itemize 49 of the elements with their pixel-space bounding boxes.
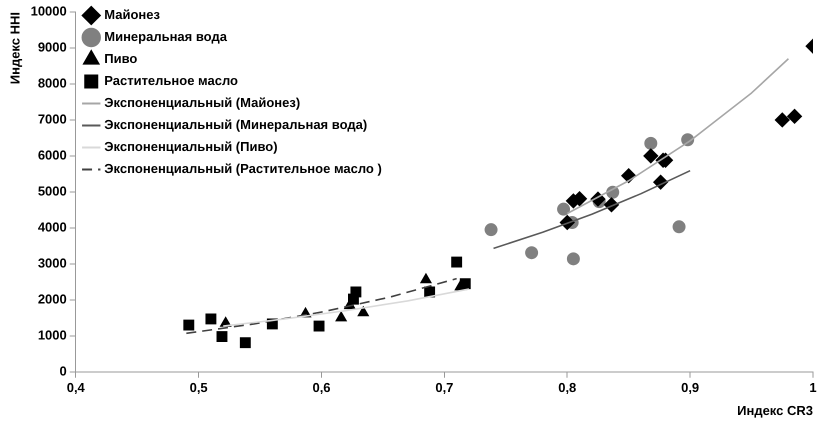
- y-tick-label: 6000: [38, 148, 67, 162]
- point: [358, 306, 369, 316]
- line-series: [186, 278, 458, 334]
- y-tick-label: 4000: [38, 219, 67, 234]
- point: [216, 331, 228, 342]
- y-tick-label: 10000: [30, 4, 67, 19]
- point: [672, 220, 686, 234]
- point: [335, 311, 347, 322]
- legend-label: Растительное масло: [104, 73, 238, 88]
- legend-label: Минеральная вода: [104, 29, 228, 44]
- y-tick-label: 1000: [38, 327, 67, 342]
- y-tick-label: 0: [60, 363, 67, 378]
- x-tick-label: 0,9: [681, 380, 700, 396]
- y-axis-title: Индекс HHI: [7, 12, 22, 84]
- x-tick-label: 0,4: [66, 380, 86, 396]
- y-tick-label: 5000: [38, 183, 67, 198]
- y-tick-label: 8000: [38, 76, 67, 91]
- point: [420, 273, 432, 284]
- legend-label: Пиво: [104, 51, 138, 66]
- point: [451, 256, 462, 268]
- x-tick-label: 0,5: [190, 380, 208, 396]
- point: [240, 337, 251, 348]
- point: [350, 286, 362, 298]
- point: [314, 320, 324, 332]
- point: [787, 108, 802, 124]
- point: [484, 223, 498, 236]
- legend-label: Экспоненциальный (Растительное масло ): [104, 161, 382, 176]
- legend-label: Экспоненциальный (Минеральная вода): [104, 117, 368, 132]
- y-tick-label: 3000: [38, 255, 67, 270]
- point: [205, 313, 216, 324]
- point: [643, 148, 658, 164]
- legend-label: Экспоненциальный (Пиво): [104, 139, 278, 154]
- point: [557, 202, 570, 216]
- point: [183, 320, 194, 330]
- point: [454, 280, 466, 290]
- point: [644, 136, 658, 150]
- x-tick-label: 0,8: [558, 380, 576, 396]
- point: [774, 112, 790, 128]
- point: [525, 246, 538, 260]
- y-tick-label: 7000: [38, 112, 67, 127]
- point: [566, 252, 580, 266]
- x-axis-title: Индекс CR3: [737, 402, 813, 418]
- x-tick-label: 1: [809, 380, 817, 396]
- x-tick-label: 0,6: [312, 380, 331, 396]
- legend-label: Экспоненциальный (Майонез): [104, 95, 300, 110]
- x-tick-label: 0,7: [435, 380, 454, 396]
- y-tick-label: 2000: [38, 291, 67, 306]
- y-tick-label: 9000: [38, 40, 67, 55]
- legend-label: Майонез: [104, 7, 160, 22]
